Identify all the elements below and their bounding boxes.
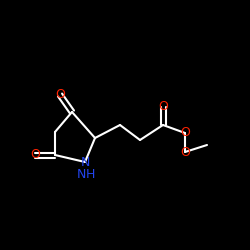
Text: N: N [76, 168, 86, 181]
Text: O: O [30, 148, 40, 162]
Text: N: N [80, 156, 90, 168]
Text: O: O [180, 146, 190, 158]
Text: O: O [180, 126, 190, 140]
Text: H: H [85, 168, 95, 181]
Text: O: O [158, 100, 168, 114]
Text: O: O [55, 88, 65, 102]
